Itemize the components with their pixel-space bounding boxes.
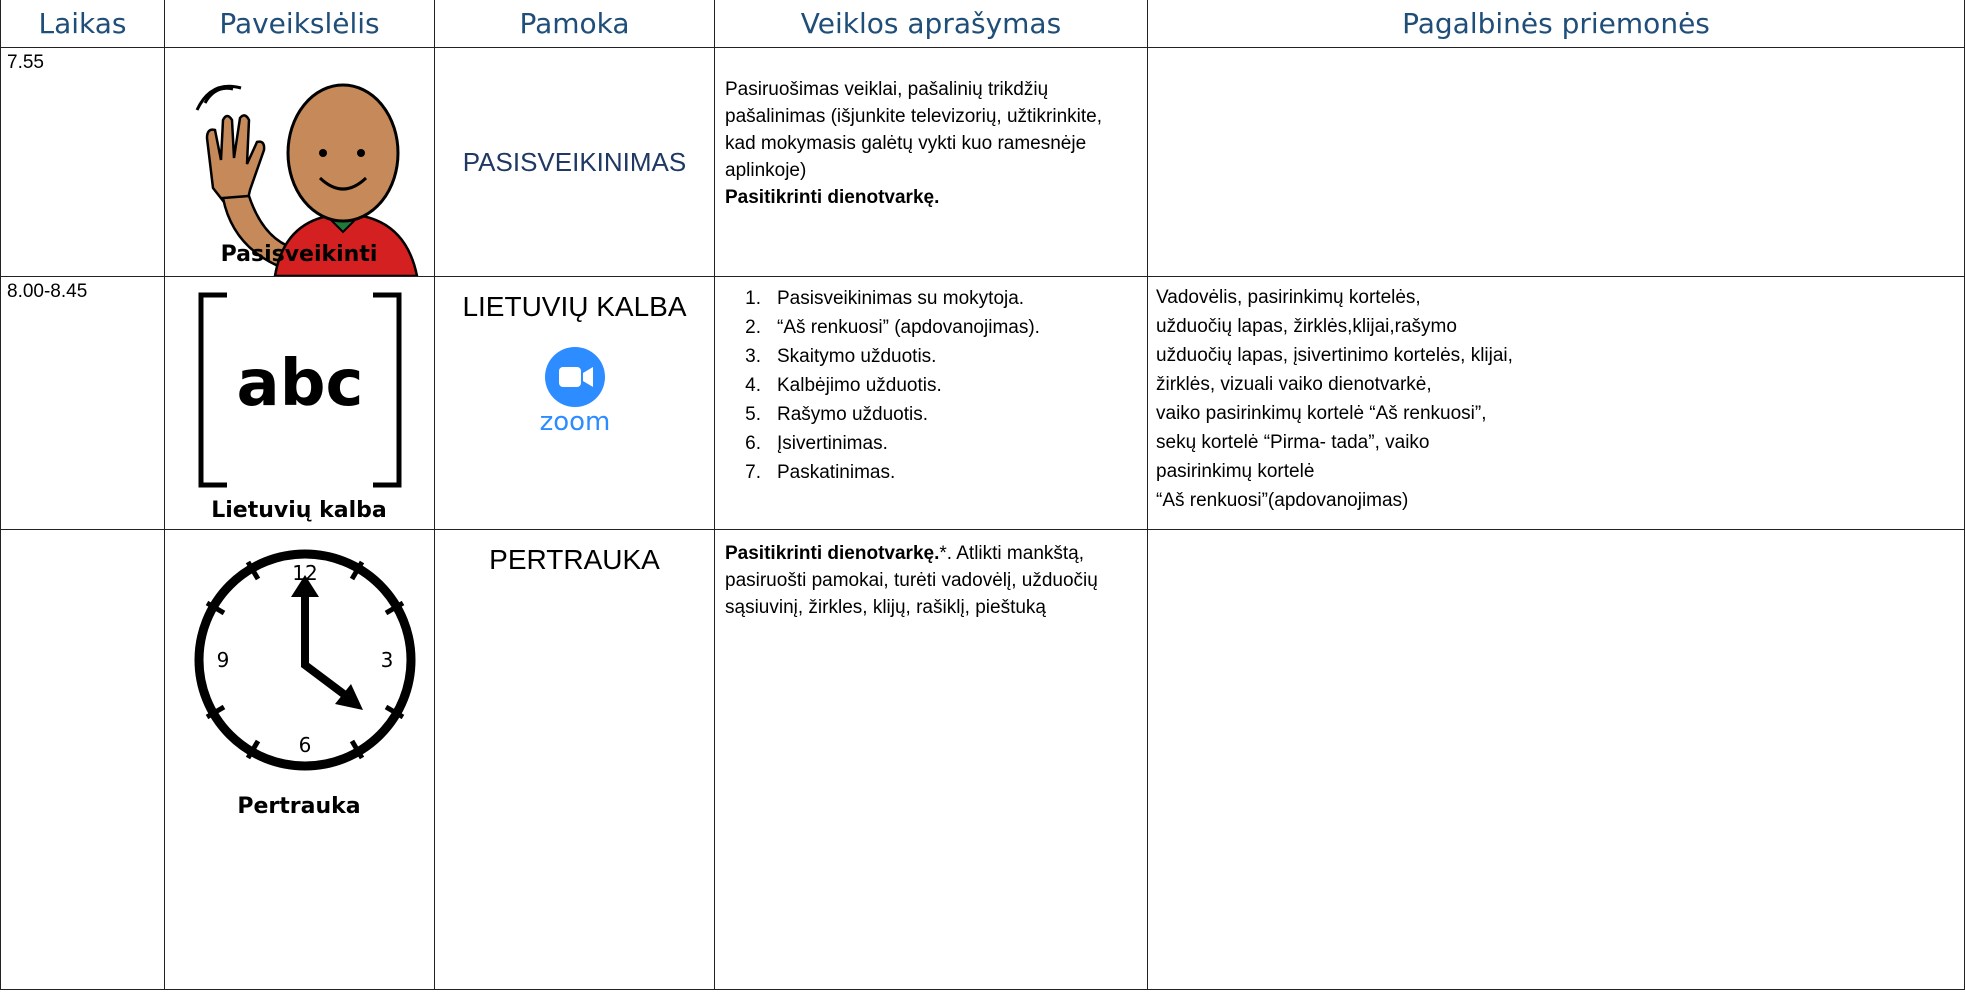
resource-line: sekų kortelė “Pirma- tada”, vaiko (1156, 432, 1430, 453)
resources-cell (1148, 48, 1965, 277)
resource-line: žirklės, vizuali vaiko dienotvarkė, (1156, 374, 1432, 395)
picture-cell: Pasisveikinti (165, 48, 435, 278)
step-text: Įsivertinimas. (777, 432, 888, 454)
description-cell: Pasiruošimas veiklai, pašalinių trikdžių… (715, 48, 1148, 277)
step-text: “Aš renkuosi” (apdovanojimas). (777, 316, 1040, 338)
resources-cell (1148, 530, 1965, 990)
lesson-cell: LIETUVIŲ KALBA zoom (435, 277, 715, 530)
clock-number: 12 (292, 561, 317, 585)
step-number: 3. (745, 345, 761, 367)
picture-caption: Pertrauka (237, 794, 360, 819)
description-bold: Pasitikrinti dienotvarkę. (725, 543, 940, 564)
steps-list: 1. Pasisveikinimas su mokytoja. 2. “Aš renk… (725, 284, 1147, 487)
step-number: 1. (745, 287, 761, 309)
description-text: *. Atlikti mankštą, pasiruošti pamokai, … (725, 543, 1098, 618)
step: 5. Rašymo užduotis. (725, 400, 1147, 429)
zoom-icon: zoom (540, 347, 611, 437)
lesson-name: PERTRAUKA (489, 544, 660, 575)
resource-line: “Aš renkuosi”(apdovanojimas) (1156, 490, 1409, 511)
clock-number: 9 (217, 648, 230, 672)
description-cell: Pasitikrinti dienotvarkę.*. Atlikti mank… (715, 530, 1148, 990)
clock-number: 6 (299, 733, 312, 757)
resource-line: Vadovėlis, pasirinkimų kortelės, (1156, 287, 1421, 308)
lesson-name: PASISVEIKINIMAS (462, 146, 687, 177)
lesson-cell: PERTRAUKA (435, 530, 715, 990)
step-number: 5. (745, 403, 761, 425)
description-text: Pasiruošimas veiklai, pašalinių trikdžių… (725, 79, 1102, 181)
step: 4. Kalbėjimo užduotis. (725, 371, 1147, 400)
time-cell (0, 530, 165, 990)
time: 8.00-8.45 (7, 281, 88, 302)
header-cell: Pagalbinės priemonės (1148, 0, 1965, 48)
picture-cell: 12 3 6 9 Pertrauka (165, 530, 435, 990)
description-cell: 1. Pasisveikinimas su mokytoja. 2. “Aš renk… (715, 277, 1148, 530)
resource-line: vaiko pasirinkimų kortelė “Aš renkuosi”, (1156, 403, 1487, 424)
step: 2. “Aš renkuosi” (apdovanojimas). (725, 313, 1147, 342)
time-cell: 7.55 (0, 48, 165, 277)
picture-caption: Lietuvių kalba (211, 498, 386, 523)
step-number: 7. (745, 461, 761, 483)
step: 1. Pasisveikinimas su mokytoja. (725, 284, 1147, 313)
abc-pictogram: abc Lietuvių kalba (198, 292, 402, 523)
picture-symbol: abc (237, 347, 364, 421)
header-cell: Pamoka (435, 0, 715, 48)
header-cell: Paveikslėlis (165, 0, 435, 48)
resource-line: pasirinkimų kortelė (1156, 461, 1315, 482)
step-text: Paskatinimas. (777, 461, 896, 483)
header-cell: Laikas (0, 0, 165, 48)
step: 3. Skaitymo užduotis. (725, 342, 1147, 371)
clock-number: 3 (381, 648, 394, 672)
step-number: 6. (745, 432, 761, 454)
step-text: Kalbėjimo užduotis. (777, 374, 942, 396)
time: 7.55 (7, 52, 44, 73)
resource-line: užduočių lapas, žirklės,klijai,rašymo (1156, 316, 1457, 337)
time-cell: 8.00-8.45 (0, 277, 165, 530)
zoom-label: zoom (540, 407, 611, 437)
step-text: Pasisveikinimas su mokytoja. (777, 287, 1025, 309)
header-cell: Veiklos aprašymas (715, 0, 1148, 48)
step-number: 4. (745, 374, 761, 396)
resource-line: užduočių lapas, įsivertinimo kortelės, k… (1156, 345, 1513, 366)
step-text: Skaitymo užduotis. (777, 345, 937, 367)
greeting-pictogram: Pasisveikinti (195, 83, 419, 278)
resources-cell: Vadovėlis, pasirinkimų kortelės, užduočių… (1148, 277, 1965, 530)
lesson-cell: PASISVEIKINIMAS (435, 48, 715, 277)
step: 7. Paskatinimas. (725, 458, 1147, 487)
picture-cell: abc Lietuvių kalba (165, 277, 435, 530)
picture-caption: Pasisveikinti (221, 242, 378, 267)
description-bold: Pasitikrinti dienotvarkę. (725, 187, 940, 208)
lesson-name: LIETUVIŲ KALBA (462, 291, 687, 322)
clock-pictogram: 12 3 6 9 Pertrauka (194, 549, 416, 819)
step-text: Rašymo užduotis. (777, 403, 929, 425)
resources-list: Vadovėlis, pasirinkimų kortelės, užduočių… (1156, 283, 1956, 515)
step: 6. Įsivertinimas. (725, 429, 1147, 458)
step-number: 2. (745, 316, 761, 338)
